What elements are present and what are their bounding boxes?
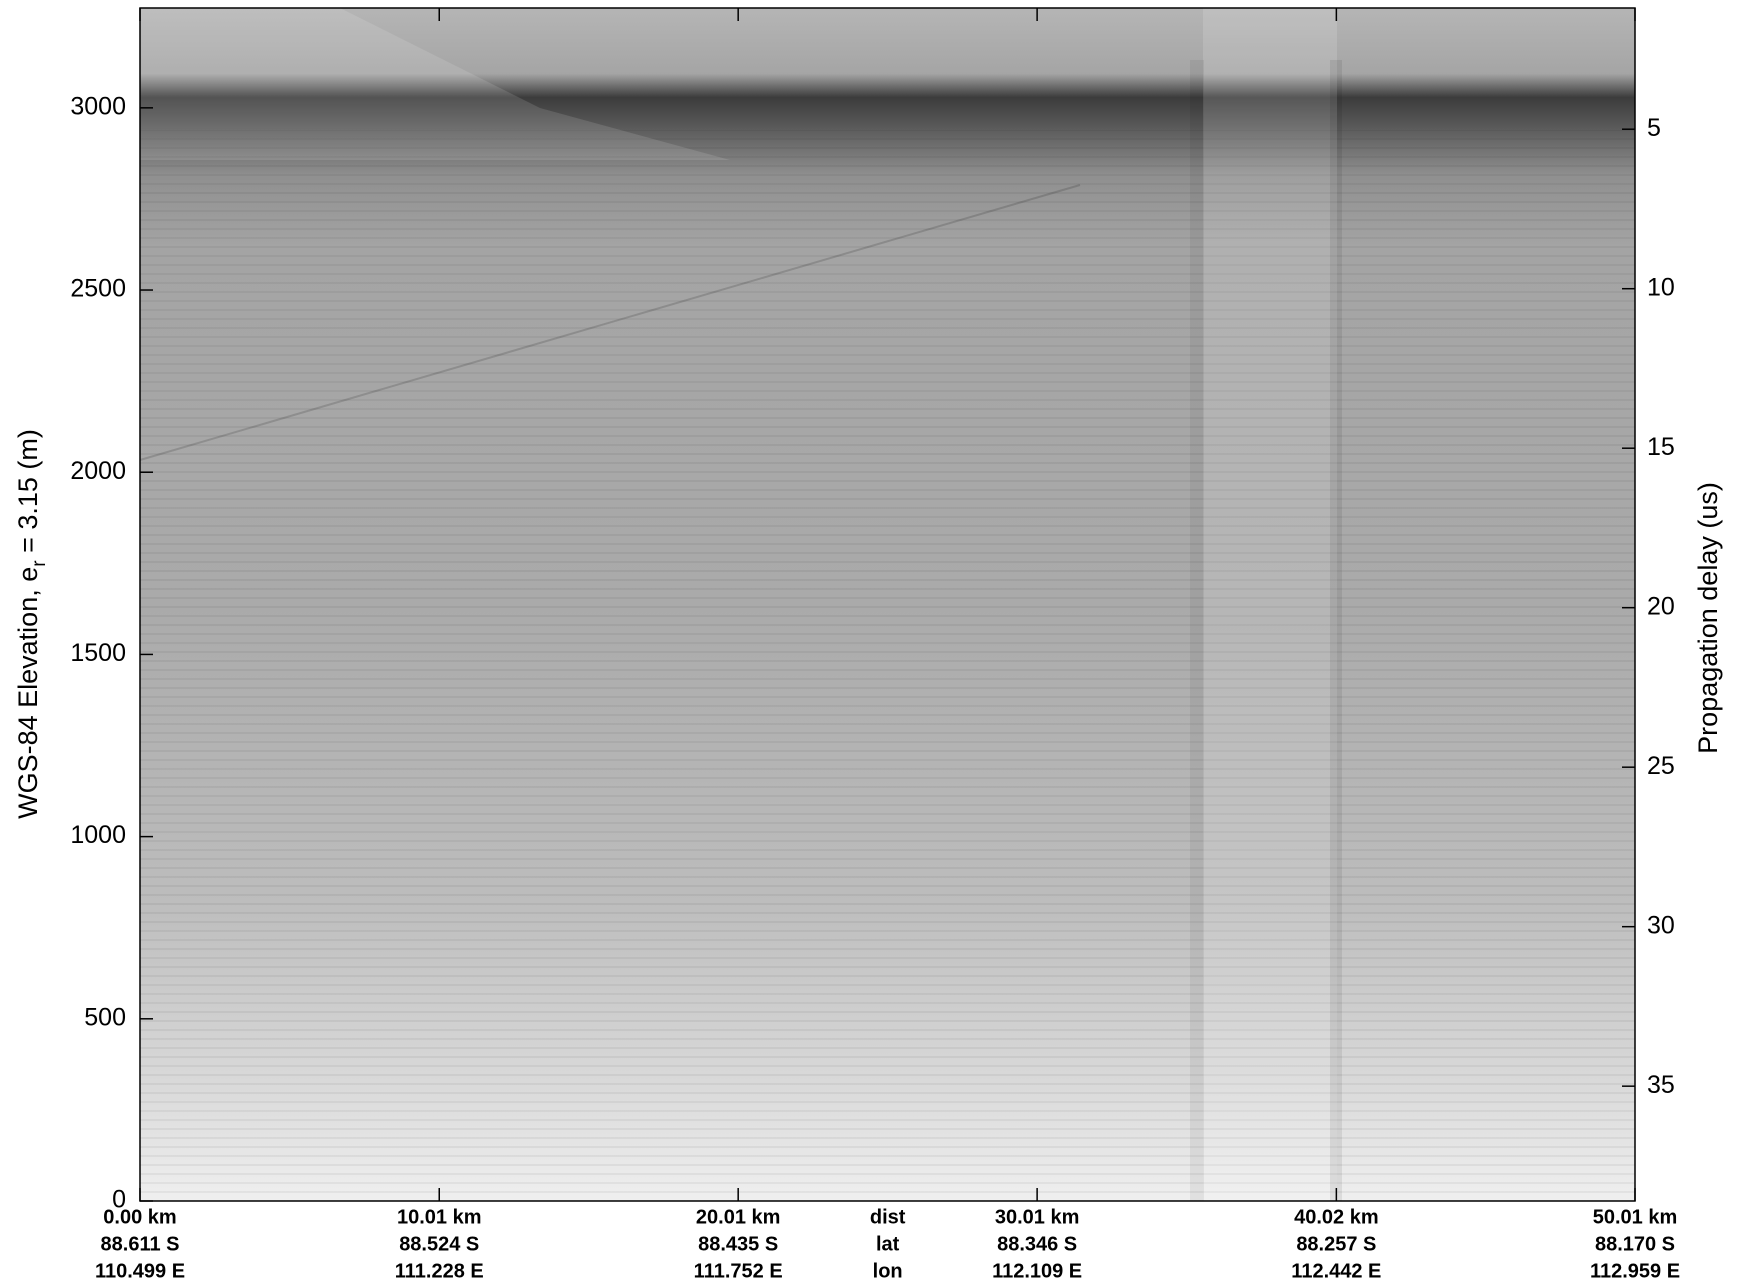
y-tick-label: 1500	[70, 639, 126, 667]
y2-tick-label: 25	[1647, 752, 1675, 780]
row-label: dist	[870, 1206, 906, 1228]
y2-tick-label: 20	[1647, 592, 1675, 620]
y2-axis-title: Propagation delay (us)	[1693, 482, 1723, 754]
x-tick-label: 0.00 km	[103, 1206, 176, 1228]
x-tick-label: 50.01 km	[1593, 1206, 1678, 1228]
y-axis-title-sub: r	[29, 560, 50, 567]
plot-frame	[139, 7, 1636, 1202]
lat-label: 88.170 S	[1595, 1233, 1675, 1255]
x-tick-label: 40.02 km	[1294, 1206, 1379, 1228]
lon-label: 110.499 E	[95, 1260, 185, 1281]
y2-tick-label: 5	[1647, 114, 1661, 142]
row-label: lon	[873, 1260, 903, 1281]
x-tick-label: 20.01 km	[696, 1206, 781, 1228]
lon-label: 111.752 E	[694, 1260, 783, 1281]
lat-label: 88.346 S	[997, 1233, 1077, 1255]
y-tick-label: 3000	[70, 92, 126, 120]
y2-tick-label: 30	[1647, 911, 1675, 939]
lat-label: 88.435 S	[698, 1233, 778, 1255]
lat-label: 88.524 S	[399, 1233, 479, 1255]
y2-tick-label: 35	[1647, 1071, 1675, 1099]
y-axis-title: WGS-84 Elevation, er = 3.15 (m)	[13, 429, 50, 819]
lon-label: 112.109 E	[992, 1260, 1082, 1281]
x-tick-label: 10.01 km	[397, 1206, 482, 1228]
row-label: lat	[876, 1233, 900, 1255]
lat-label: 88.611 S	[101, 1233, 180, 1255]
y-tick-label: 0	[112, 1186, 126, 1214]
y-axis-title-end: = 3.15 (m)	[13, 429, 43, 560]
y2-tick-label: 10	[1647, 273, 1675, 301]
lat-label: 88.257 S	[1296, 1233, 1376, 1255]
y-tick-label: 500	[84, 1003, 126, 1031]
lon-label: 112.959 E	[1590, 1260, 1680, 1281]
lon-label: 112.442 E	[1291, 1260, 1381, 1281]
y-tick-label: 2500	[70, 275, 126, 303]
y2-tick-label: 15	[1647, 433, 1675, 461]
radar-image	[139, 8, 1635, 1201]
lon-label: 111.228 E	[395, 1260, 484, 1281]
x-tick-label: 30.01 km	[995, 1206, 1080, 1228]
y-tick-label: 1000	[70, 821, 126, 849]
y-tick-label: 2000	[70, 457, 126, 485]
y-axis-title-main: WGS-84 Elevation, e	[13, 567, 43, 819]
